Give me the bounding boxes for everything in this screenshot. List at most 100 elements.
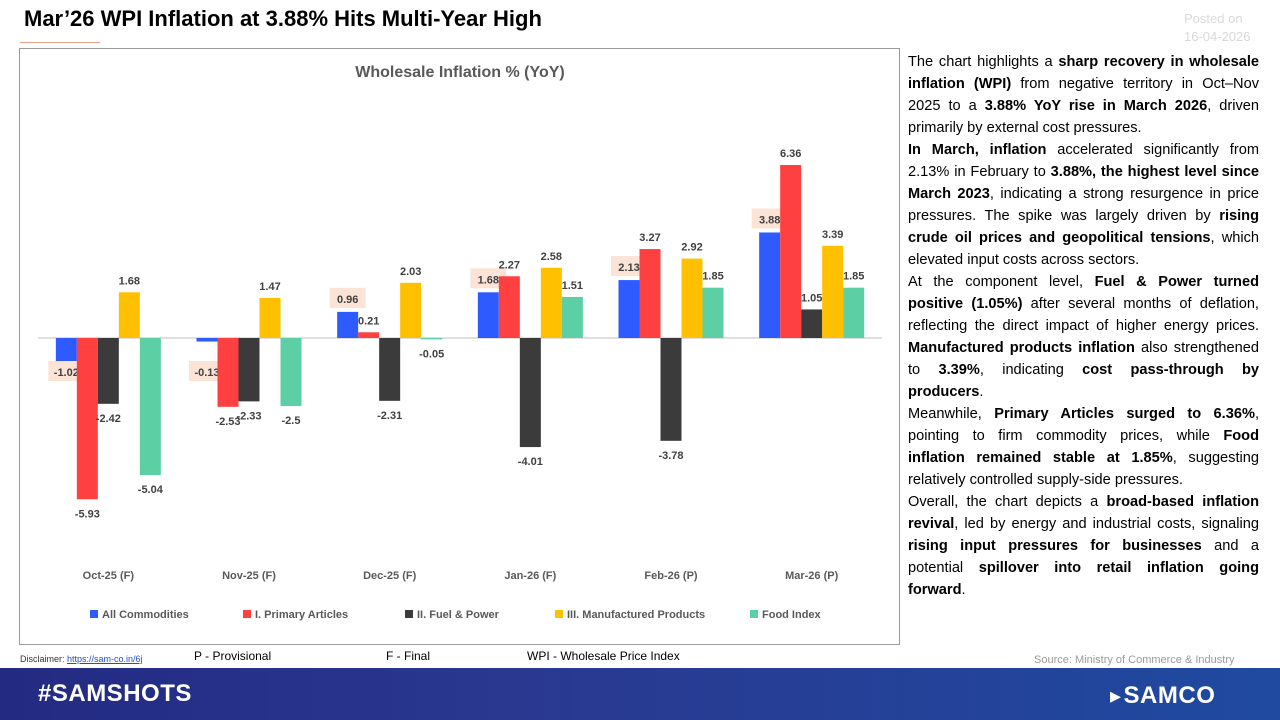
legend-entry: I. Primary Articles xyxy=(255,609,348,621)
data-label: 3.39 xyxy=(822,229,843,241)
data-label: -0.13 xyxy=(194,367,219,379)
legend-swatch xyxy=(555,610,563,618)
commentary-bold-run: 3.39% xyxy=(938,362,980,378)
data-label: 1.05 xyxy=(801,292,822,304)
x-tick-label: Oct-25 (F) xyxy=(83,570,135,582)
hashtag-samshots: #SAMSHOTS xyxy=(38,680,192,707)
data-label: -2.33 xyxy=(236,410,261,422)
data-label: 1.47 xyxy=(259,281,280,293)
disclaimer: Disclaimer: https://sam-co.in/6j xyxy=(20,654,143,664)
data-label: 1.85 xyxy=(843,271,864,283)
posted-label: Posted on xyxy=(1184,11,1243,26)
bar-ii-fuel-power xyxy=(238,338,260,402)
page-title: Mar’26 WPI Inflation at 3.88% Hits Multi… xyxy=(24,6,542,31)
data-label: 1.68 xyxy=(119,275,140,287)
bar-food-index xyxy=(139,338,161,476)
commentary-run: Overall, the chart depicts a xyxy=(908,494,1107,510)
data-label: 3.27 xyxy=(639,232,660,244)
x-tick-label: Jan-26 (F) xyxy=(504,570,556,582)
commentary-bold-run: Primary Articles surged to 6.36% xyxy=(994,406,1255,422)
data-label: 1.68 xyxy=(478,274,499,286)
x-tick-label: Nov-25 (F) xyxy=(222,570,276,582)
data-label: 0.96 xyxy=(337,294,358,306)
data-label-highlight xyxy=(48,361,85,381)
bar-all-commodities xyxy=(477,292,499,338)
commentary-run: , led by energy and industrial costs, si… xyxy=(954,516,1259,532)
commentary-run: from negative territory in Oct–Nov 2025 … xyxy=(908,76,1259,114)
commentary-run: , indicating a strong resurgence in pric… xyxy=(908,186,1259,224)
commentary-paragraph: At the component level, Fuel & Power tur… xyxy=(908,271,1259,403)
source-note: Source: Ministry of Commerce & Industry xyxy=(1034,654,1235,666)
commentary-run: , pointing to firm commodity prices, whi… xyxy=(908,406,1259,444)
commentary-paragraph: The chart highlights a sharp recovery in… xyxy=(908,51,1259,139)
legend-swatch xyxy=(405,610,413,618)
data-label: 2.92 xyxy=(681,242,702,254)
bar-ii-fuel-power xyxy=(660,338,682,441)
commentary-bold-run: 3.88% YoY rise in March 2026 xyxy=(984,98,1208,114)
bar-i-primary-articles xyxy=(498,276,520,338)
bar-all-commodities xyxy=(759,232,781,338)
data-label: -2.53 xyxy=(215,416,240,428)
commentary-paragraph: In March, inflation accelerated signific… xyxy=(908,139,1259,271)
data-label: -2.5 xyxy=(282,415,301,427)
bar-iii-manufactured-products xyxy=(118,292,140,338)
commentary-run: At the component level, xyxy=(908,274,1095,290)
data-label: 2.13 xyxy=(618,262,639,274)
x-tick-label: Dec-25 (F) xyxy=(363,570,417,582)
bar-ii-fuel-power xyxy=(379,338,401,401)
data-label: -0.05 xyxy=(419,348,444,360)
bar-ii-fuel-power xyxy=(97,338,119,404)
commentary-bold-run: cost pass-through by producers xyxy=(908,362,1260,400)
bar-i-primary-articles xyxy=(358,332,380,338)
commentary-run: , suggesting relatively controlled suppl… xyxy=(908,450,1259,488)
commentary-bold-run: Manufactured products inflation xyxy=(908,340,1135,356)
chart-container: Wholesale Inflation % (YoY) -1.02 -0.13 0.9… xyxy=(19,48,900,645)
commentary-run: . xyxy=(979,384,984,400)
disclaimer-link[interactable]: https://sam-co.in/6j xyxy=(67,654,143,664)
bar-i-primary-articles xyxy=(780,165,802,338)
bar-iii-manufactured-products xyxy=(540,267,562,338)
data-label: 2.03 xyxy=(400,266,421,278)
data-label: 1.51 xyxy=(562,280,583,292)
bar-all-commodities xyxy=(55,338,77,366)
commentary-bold-run: sharp recovery in wholesale inflation (W… xyxy=(908,54,1259,92)
samco-logo-text: SAMCO xyxy=(1123,682,1216,709)
bar-all-commodities xyxy=(618,280,640,338)
disclaimer-label: Disclaimer: xyxy=(20,654,65,664)
commentary-bold-run: In March, inflation xyxy=(908,142,1047,158)
data-label: 3.88 xyxy=(759,214,780,226)
chart-title: Wholesale Inflation % (YoY) xyxy=(355,64,565,81)
commentary-text: The chart highlights a sharp recovery in… xyxy=(908,51,1259,601)
commentary-run: , indicating xyxy=(979,362,1083,378)
bar-all-commodities xyxy=(337,311,359,338)
data-label: -1.02 xyxy=(54,367,79,379)
data-label: 6.36 xyxy=(780,148,801,160)
commentary-run: Meanwhile, xyxy=(908,406,995,422)
note-final: F - Final xyxy=(386,649,431,663)
commentary-bold-run: Food inflation remained stable at 1.85% xyxy=(908,428,1259,466)
bar-food-index xyxy=(280,338,302,406)
commentary-paragraph: Meanwhile, Primary Articles surged to 6.… xyxy=(908,403,1259,491)
data-label: -5.04 xyxy=(138,484,164,496)
wpi-bar-chart: Wholesale Inflation % (YoY) -1.02 -0.13 0.9… xyxy=(38,64,882,621)
bar-ii-fuel-power xyxy=(519,338,541,448)
legend-entry: III. Manufactured Products xyxy=(567,609,705,621)
data-label-highlight xyxy=(470,268,507,289)
bar-ii-fuel-power xyxy=(801,309,823,338)
bar-food-index xyxy=(561,296,583,338)
legend-swatch xyxy=(90,610,98,618)
posted-date: 16-04-2026 xyxy=(1184,29,1251,44)
bar-food-index xyxy=(702,287,724,338)
commentary-run: , driven primarily by external cost pres… xyxy=(908,98,1259,136)
commentary-bold-run: broad-based inflation revival xyxy=(908,494,1260,532)
legend-swatch xyxy=(750,610,758,618)
commentary-run: also strengthened to xyxy=(908,340,1259,378)
data-label: 2.58 xyxy=(541,251,562,263)
samco-logo-mark-icon: ▸ xyxy=(1110,683,1122,708)
commentary-run: , which elevated input costs across sect… xyxy=(908,230,1260,268)
data-label: -2.42 xyxy=(96,413,121,425)
bar-i-primary-articles xyxy=(217,338,239,407)
data-label-highlight xyxy=(751,208,788,229)
bar-i-primary-articles xyxy=(639,249,661,338)
data-label: -3.78 xyxy=(658,450,683,462)
